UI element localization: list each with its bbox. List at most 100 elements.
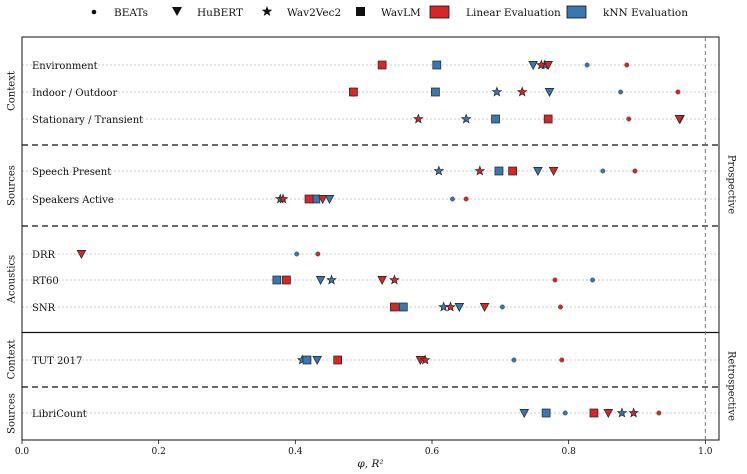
marker-wav2vec2-linear — [445, 301, 456, 312]
x-tick-label: 0.2 — [152, 447, 166, 457]
row-label: LibriCount — [32, 409, 87, 420]
marker-hubert-linear — [76, 250, 87, 259]
row-labels: Environment Indoor / Outdoor Stationary / … — [32, 61, 143, 420]
marker-beats-linear — [315, 251, 321, 257]
row-label: SNR — [32, 303, 56, 314]
marker-wav2vec2-knn — [326, 274, 337, 285]
group-label: Context — [7, 340, 18, 380]
marker-wav2vec2-linear — [277, 193, 289, 204]
marker-beats-knn — [590, 277, 595, 283]
marker-beats-linear — [559, 357, 565, 363]
marker-beats-linear — [552, 277, 558, 283]
row-label: Stationary / Transient — [32, 115, 143, 126]
marker-beats-linear — [624, 62, 630, 68]
marker-hubert-linear — [548, 167, 559, 176]
marker-beats-linear — [656, 410, 662, 416]
data-markers — [76, 59, 685, 418]
marker-wavlm-knn — [491, 114, 500, 124]
group-separators — [22, 144, 719, 388]
legend-patch-linear — [429, 5, 450, 19]
marker-wavlm-linear — [333, 355, 343, 365]
marker-wavlm-linear — [282, 275, 291, 285]
marker-wavlm-knn — [302, 355, 312, 365]
group-label: Sources — [7, 393, 18, 434]
marker-wavlm-knn — [272, 275, 282, 285]
marker-wav2vec2-linear — [419, 354, 431, 365]
marker-hubert-knn — [519, 409, 530, 418]
row-label: Speakers Active — [32, 195, 114, 206]
row-label: TUT 2017 — [32, 356, 82, 367]
legend-label-wavlm: WavLM — [381, 7, 421, 19]
legend-item-hubert: HuBERT — [172, 7, 243, 19]
marker-beats-linear — [558, 304, 563, 310]
marker-wav2vec2-knn — [616, 407, 628, 418]
marker-wav2vec2-linear — [412, 113, 424, 124]
super-group-label: Retrospective — [726, 351, 737, 421]
marker-hubert-linear — [603, 409, 614, 418]
legend-item-knn: kNN Evaluation — [566, 5, 688, 19]
marker-wavlm-linear — [589, 408, 599, 418]
marker-wavlm-linear — [508, 166, 517, 176]
marker-hubert-linear — [317, 195, 328, 204]
legend-item-wav2vec2: Wav2Vec2 — [261, 6, 341, 19]
plot-frame — [21, 36, 720, 441]
marker-hubert-linear — [377, 276, 387, 285]
marker-wavlm-linear — [390, 302, 399, 312]
marker-beats-knn — [499, 304, 505, 310]
marker-hubert-linear — [479, 303, 490, 312]
gridlines — [22, 64, 719, 414]
marker-beats-knn — [450, 196, 455, 202]
marker-wavlm-linear — [349, 87, 358, 97]
marker-wav2vec2-linear — [628, 407, 639, 418]
marker-wavlm-knn — [431, 87, 440, 97]
group-label: Sources — [7, 165, 18, 206]
x-tick-label: 0.8 — [562, 447, 577, 457]
super-group-label: Prospective — [726, 155, 737, 214]
marker-wav2vec2-knn — [433, 165, 445, 176]
group-labels: Context Sources Acoustics Context Sources Pro… — [7, 71, 737, 434]
marker-wav2vec2-knn — [460, 113, 472, 124]
marker-beats-knn — [618, 89, 623, 95]
x-tick-label: 0.4 — [288, 447, 303, 457]
legend: BEATs HuBERT Wav2Vec2 WavLM Linear Evalu… — [91, 5, 688, 19]
row-label: DRR — [32, 250, 56, 261]
marker-wavlm-knn — [432, 60, 442, 70]
row-label: RT60 — [32, 276, 59, 287]
marker-wav2vec2-linear — [474, 165, 486, 176]
x-tick-label: 0.6 — [425, 447, 440, 457]
marker-beats-knn — [600, 168, 606, 174]
marker-hubert-knn — [533, 167, 543, 176]
x-tick-label: 0.0 — [15, 447, 30, 457]
legend-patch-knn — [566, 5, 587, 19]
group-label: Acoustics — [7, 255, 18, 304]
legend-label-wav2vec2: Wav2Vec2 — [287, 7, 341, 19]
marker-wavlm-knn — [398, 302, 408, 312]
marker-hubert-knn — [324, 195, 335, 204]
marker-wav2vec2-knn — [438, 301, 449, 312]
x-axis-label: φ, R² — [357, 458, 383, 470]
marker-hubert-knn — [544, 88, 555, 97]
legend-label-linear: Linear Evaluation — [466, 7, 561, 19]
marker-wav2vec2-knn — [491, 86, 503, 97]
legend-label-hubert: HuBERT — [197, 7, 243, 19]
marker-beats-linear — [463, 196, 469, 202]
marker-hubert-knn — [315, 276, 326, 285]
marker-hubert-knn — [312, 356, 322, 365]
marker-wavlm-linear — [543, 114, 553, 124]
legend-item-wavlm: WavLM — [356, 7, 421, 19]
marker-beats-knn — [562, 410, 568, 416]
marker-beats-linear — [626, 116, 632, 122]
group-label: Context — [7, 71, 18, 111]
row-label: Speech Present — [32, 167, 111, 178]
x-tick-label: 1.0 — [698, 447, 713, 457]
marker-wavlm-linear — [377, 60, 387, 70]
marker-beats-linear — [632, 168, 638, 174]
marker-wav2vec2-linear — [535, 59, 547, 70]
marker-hubert-knn — [528, 61, 538, 70]
legend-label-beats: BEATs — [114, 7, 148, 19]
marker-wavlm-linear — [304, 194, 314, 204]
marker-beats-knn — [294, 251, 300, 257]
row-label: Indoor / Outdoor — [32, 88, 117, 99]
marker-hubert-linear — [674, 115, 685, 124]
